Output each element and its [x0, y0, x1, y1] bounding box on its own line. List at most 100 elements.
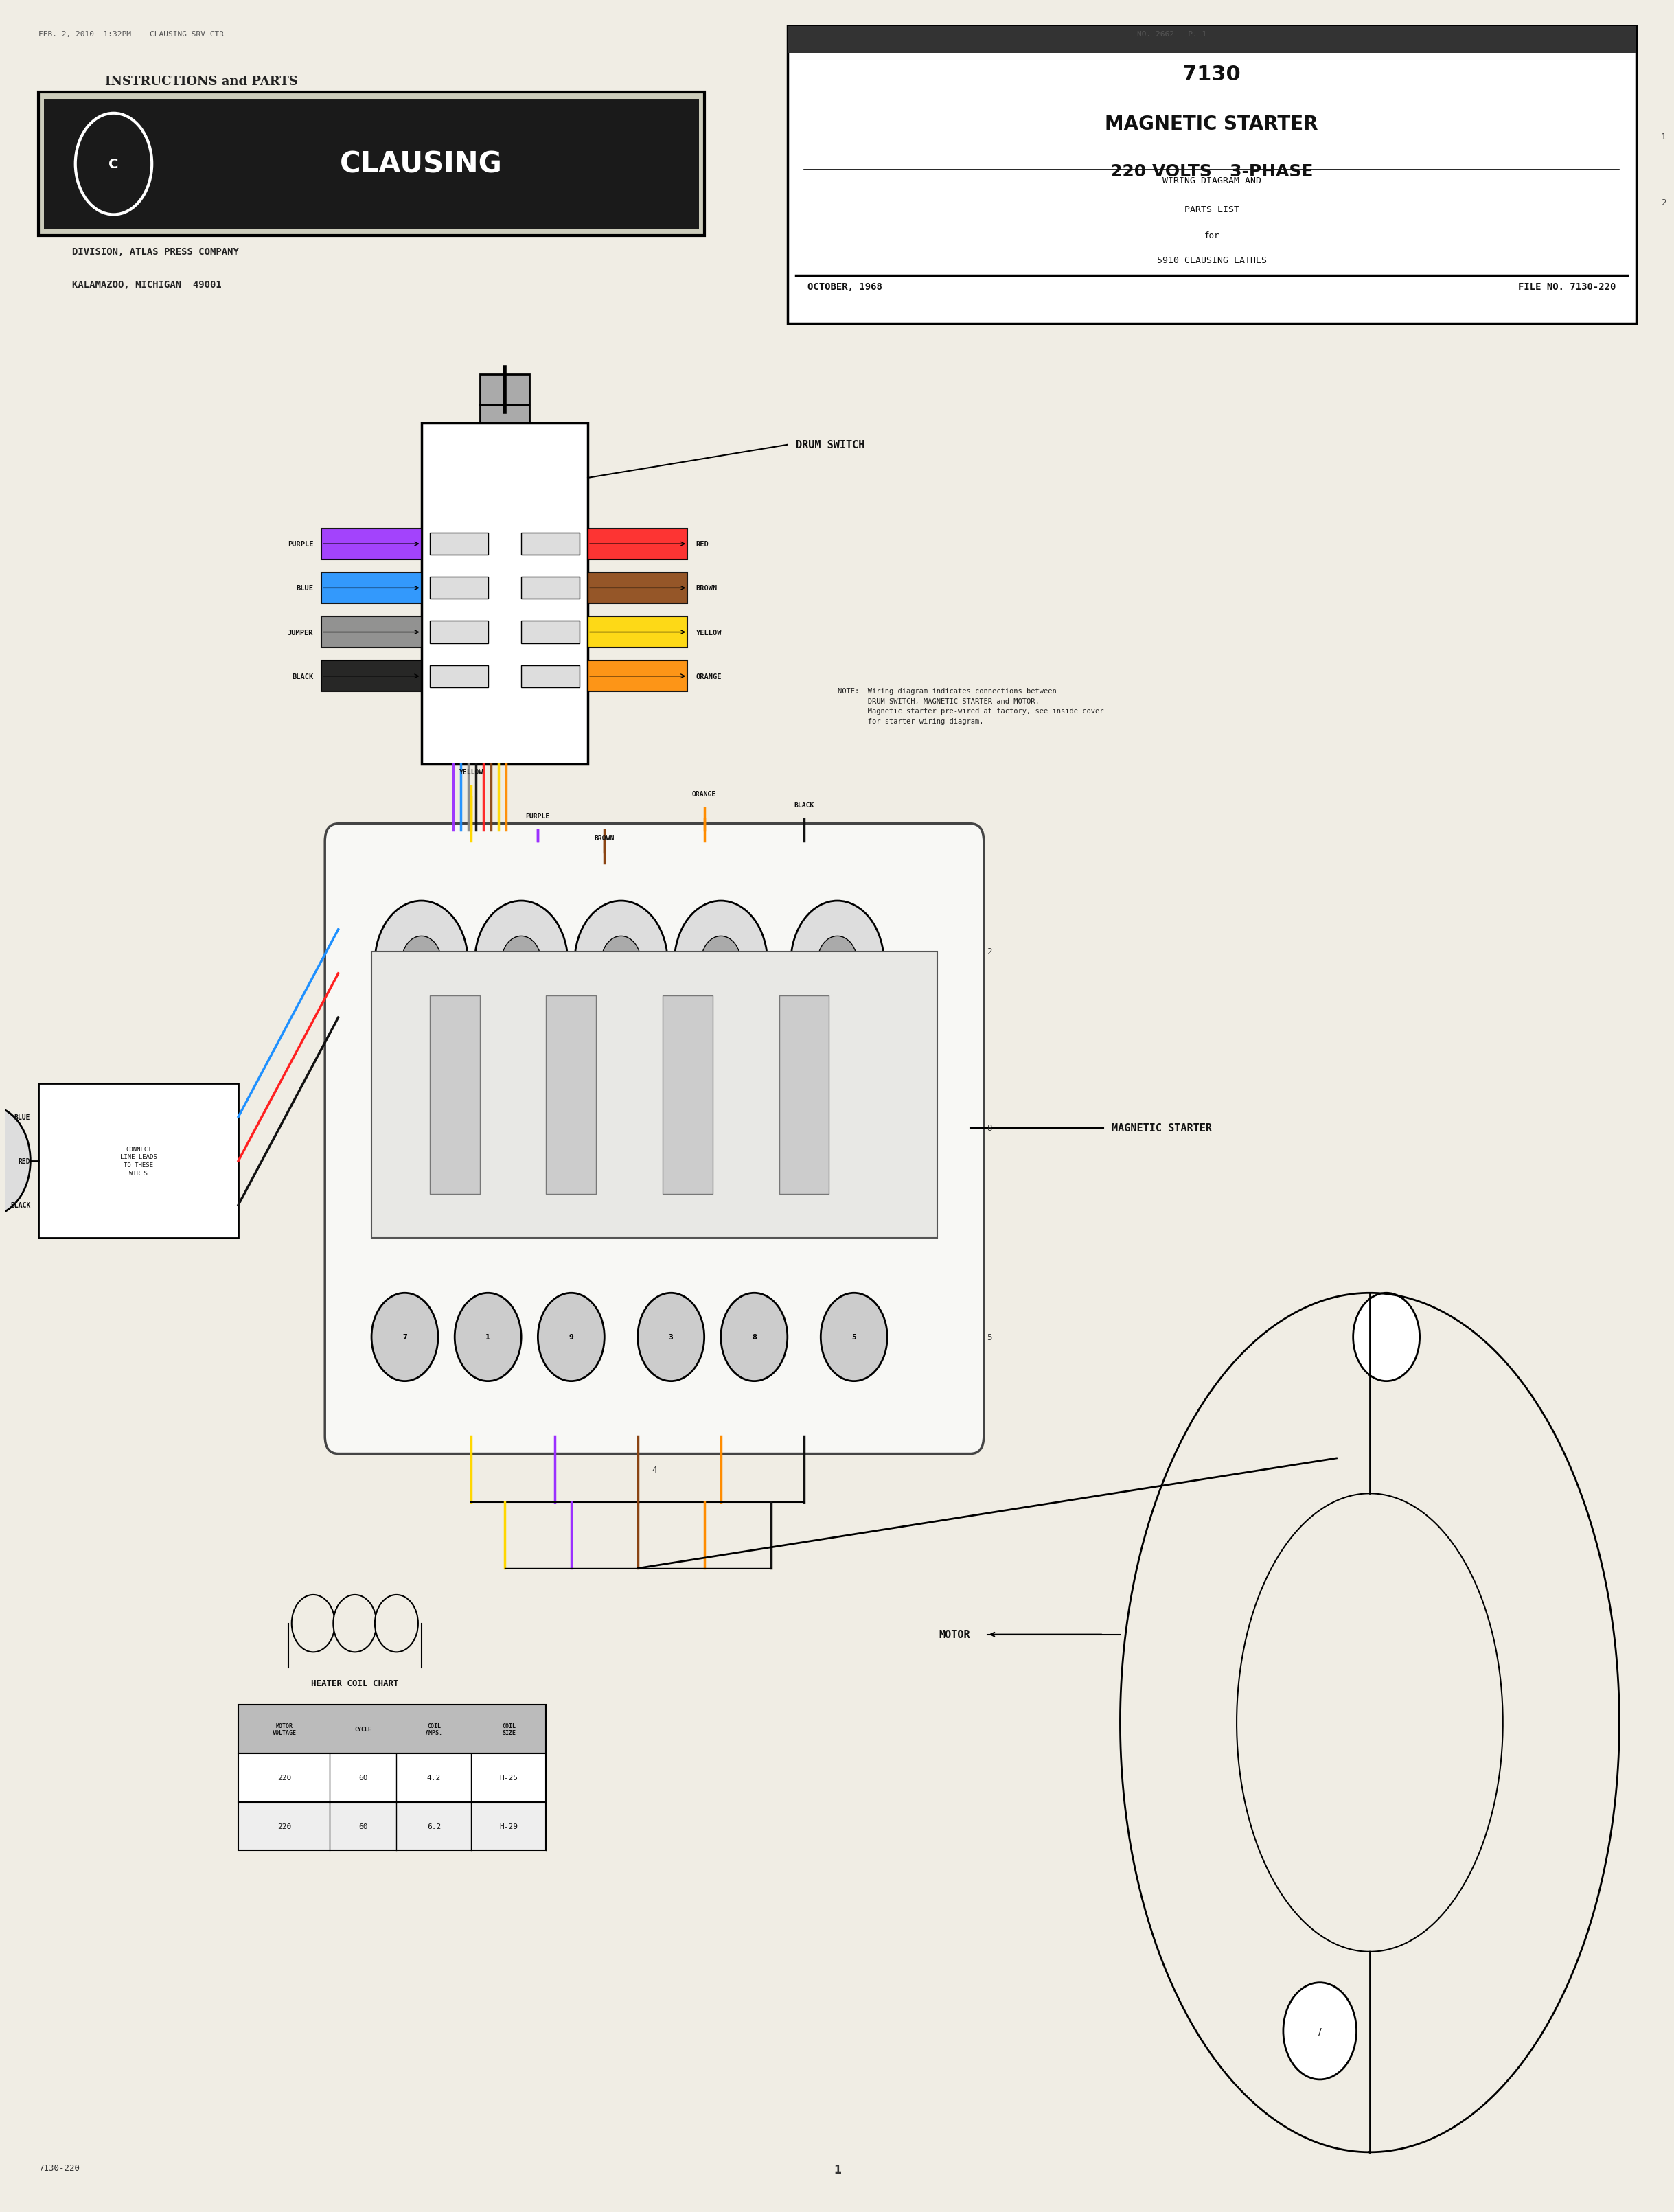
- Text: 60: 60: [358, 1774, 368, 1781]
- Bar: [521, 533, 579, 555]
- Text: BLACK: BLACK: [291, 672, 313, 679]
- Text: H-29: H-29: [499, 1823, 517, 1829]
- Circle shape: [402, 936, 442, 989]
- Bar: [521, 666, 579, 688]
- Text: NOTE:  Wiring diagram indicates connections between
       DRUM SWITCH, MAGNETIC: NOTE: Wiring diagram indicates connectio…: [837, 688, 1103, 726]
- Circle shape: [675, 900, 767, 1024]
- Text: ORANGE: ORANGE: [691, 792, 716, 799]
- Bar: [778, 995, 829, 1194]
- Text: YELLOW: YELLOW: [696, 628, 721, 635]
- Bar: [787, 27, 1635, 53]
- Text: COIL
SIZE: COIL SIZE: [502, 1723, 516, 1736]
- Text: 8: 8: [988, 1124, 993, 1133]
- Bar: [588, 617, 688, 648]
- Circle shape: [701, 936, 742, 989]
- Circle shape: [638, 1294, 705, 1380]
- Text: RED: RED: [696, 542, 708, 549]
- Circle shape: [291, 1595, 335, 1652]
- Text: BROWN: BROWN: [696, 584, 718, 593]
- Text: 60: 60: [358, 1823, 368, 1829]
- Bar: [521, 577, 579, 599]
- Text: 3: 3: [668, 1334, 673, 1340]
- Text: MAGNETIC STARTER: MAGNETIC STARTER: [1105, 115, 1319, 135]
- Bar: [238, 1803, 546, 1851]
- Text: 7130-220: 7130-220: [39, 2163, 80, 2172]
- Text: 9: 9: [569, 1334, 574, 1340]
- Text: 8: 8: [752, 1334, 757, 1340]
- Text: 220 VOLTS   3-PHASE: 220 VOLTS 3-PHASE: [1110, 164, 1312, 179]
- Text: PURPLE: PURPLE: [526, 812, 551, 821]
- Text: YELLOW: YELLOW: [459, 770, 484, 776]
- Bar: [787, 27, 1635, 53]
- Bar: [430, 995, 480, 1194]
- Text: HEATER COIL CHART: HEATER COIL CHART: [311, 1679, 398, 1688]
- Bar: [321, 529, 422, 560]
- Circle shape: [574, 900, 668, 1024]
- Circle shape: [820, 1294, 887, 1380]
- Bar: [430, 577, 487, 599]
- Circle shape: [537, 1294, 604, 1380]
- Text: for: for: [1204, 232, 1219, 241]
- Circle shape: [333, 1595, 377, 1652]
- Text: COIL
AMPS.: COIL AMPS.: [425, 1723, 442, 1736]
- Text: 5: 5: [852, 1334, 857, 1340]
- Text: 5910 CLAUSING LATHES: 5910 CLAUSING LATHES: [1157, 257, 1267, 265]
- Bar: [238, 1754, 546, 1803]
- Bar: [546, 995, 596, 1194]
- Text: NO. 2662   P. 1: NO. 2662 P. 1: [1137, 31, 1207, 38]
- Text: BLACK: BLACK: [10, 1201, 30, 1208]
- Bar: [588, 529, 688, 560]
- Text: 220: 220: [278, 1774, 291, 1781]
- Circle shape: [375, 900, 469, 1024]
- Bar: [480, 374, 529, 422]
- Text: PURPLE: PURPLE: [288, 542, 313, 549]
- Bar: [238, 1705, 546, 1754]
- Circle shape: [790, 900, 884, 1024]
- Text: 2: 2: [1661, 199, 1666, 208]
- Text: 5: 5: [988, 1334, 993, 1343]
- Text: 2: 2: [988, 947, 993, 956]
- Bar: [430, 533, 487, 555]
- Circle shape: [0, 1106, 30, 1217]
- Bar: [372, 951, 937, 1239]
- Text: BLUE: BLUE: [15, 1113, 30, 1121]
- Circle shape: [75, 113, 152, 215]
- Circle shape: [375, 1595, 418, 1652]
- Text: CLAUSING: CLAUSING: [340, 150, 502, 179]
- Bar: [588, 573, 688, 604]
- Bar: [430, 622, 487, 644]
- Bar: [321, 573, 422, 604]
- Bar: [588, 661, 688, 692]
- Circle shape: [817, 936, 857, 989]
- Bar: [663, 995, 713, 1194]
- Circle shape: [501, 936, 541, 989]
- Text: WIRING DIAGRAM AND: WIRING DIAGRAM AND: [1162, 177, 1261, 186]
- Text: 220: 220: [278, 1823, 291, 1829]
- Bar: [321, 661, 422, 692]
- Text: BLUE: BLUE: [296, 584, 313, 593]
- Bar: [422, 422, 588, 765]
- Text: CYCLE: CYCLE: [355, 1725, 372, 1732]
- Text: DRUM SWITCH: DRUM SWITCH: [795, 440, 865, 451]
- Bar: [39, 93, 705, 237]
- Circle shape: [475, 900, 567, 1024]
- Text: C: C: [109, 157, 119, 170]
- Circle shape: [721, 1294, 787, 1380]
- Text: BROWN: BROWN: [594, 834, 614, 843]
- Text: OCTOBER, 1968: OCTOBER, 1968: [807, 283, 882, 292]
- Text: 7130: 7130: [1182, 64, 1240, 84]
- Circle shape: [372, 1294, 439, 1380]
- Text: FEB. 2, 2010  1:32PM    CLAUSING SRV CTR: FEB. 2, 2010 1:32PM CLAUSING SRV CTR: [39, 31, 224, 38]
- Text: KALAMAZOO, MICHIGAN  49001: KALAMAZOO, MICHIGAN 49001: [72, 281, 221, 290]
- FancyBboxPatch shape: [325, 825, 984, 1453]
- Text: 4.2: 4.2: [427, 1774, 440, 1781]
- Text: RED: RED: [18, 1157, 30, 1164]
- Text: 4: 4: [651, 1464, 656, 1473]
- Text: 6.2: 6.2: [427, 1823, 440, 1829]
- Text: H-25: H-25: [499, 1774, 517, 1781]
- Text: INSTRUCTIONS and PARTS: INSTRUCTIONS and PARTS: [105, 75, 298, 88]
- Bar: [430, 666, 487, 688]
- Text: DIVISION, ATLAS PRESS COMPANY: DIVISION, ATLAS PRESS COMPANY: [72, 248, 239, 257]
- Text: PARTS LIST: PARTS LIST: [1184, 206, 1239, 215]
- Bar: [787, 27, 1635, 325]
